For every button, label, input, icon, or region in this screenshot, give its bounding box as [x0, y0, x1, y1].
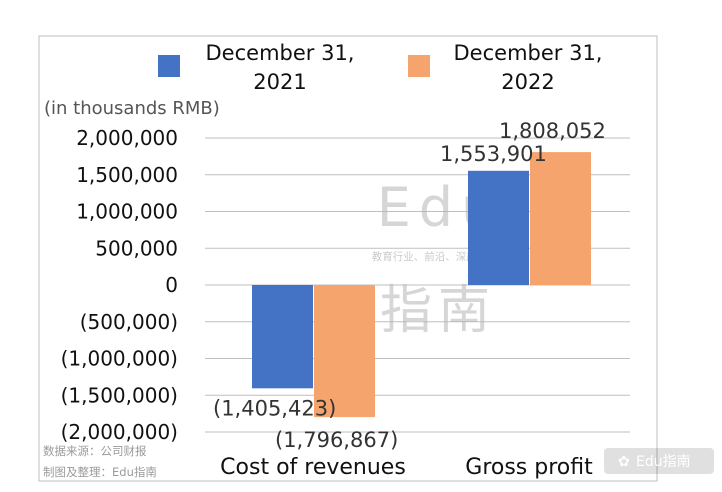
legend-label-2021-line2: 2021: [253, 70, 306, 94]
bars: [252, 152, 591, 418]
brand-tag-bg: [604, 448, 714, 474]
bar: [314, 285, 375, 418]
watermark-cn: 指南: [380, 281, 496, 341]
bar: [468, 170, 529, 285]
y-tick-label: 1,000,000: [76, 200, 178, 224]
y-tick-label: 0: [165, 273, 178, 297]
y-tick-label: (1,000,000): [61, 347, 178, 371]
y-tick-label: 1,500,000: [76, 163, 178, 187]
y-tick-label: (500,000): [80, 310, 178, 334]
data-label: 1,553,901: [440, 142, 547, 166]
y-tick-label: 2,000,000: [76, 126, 178, 150]
y-tick-label: 500,000: [95, 236, 178, 260]
legend-swatch-2021: [158, 55, 180, 77]
bar: [252, 285, 313, 389]
brand-tag: ✿ Edu指南: [604, 448, 714, 474]
y-axis-ticks: 2,000,000 1,500,000 1,000,000 500,000 0 (500,…: [61, 126, 178, 444]
legend-label-2022-line1: December 31,: [454, 41, 603, 65]
category-labels: Cost of revenues Gross profit: [220, 455, 593, 480]
source-line-2: 制图及整理：Edu指南: [43, 465, 157, 479]
bar: [530, 152, 591, 285]
legend-swatch-2022: [408, 55, 430, 77]
unit-label: (in thousands RMB): [44, 98, 220, 119]
wechat-icon: ✿: [618, 454, 630, 470]
data-label: (1,796,867): [275, 428, 398, 452]
source-line-1: 数据来源：公司财报: [43, 444, 147, 458]
legend-label-2022-line2: 2022: [501, 70, 554, 94]
data-label: 1,808,052: [499, 119, 606, 143]
legend-label-2021-line1: December 31,: [206, 41, 355, 65]
category-label: Cost of revenues: [220, 455, 406, 480]
y-tick-label: (2,000,000): [61, 420, 178, 444]
data-label: (1,405,423): [213, 396, 336, 420]
y-tick-label: (1,500,000): [61, 383, 178, 407]
brand-tag-text: Edu指南: [636, 454, 691, 470]
category-label: Gross profit: [465, 455, 593, 480]
legend: December 31, 2021 December 31, 2022: [158, 41, 602, 94]
